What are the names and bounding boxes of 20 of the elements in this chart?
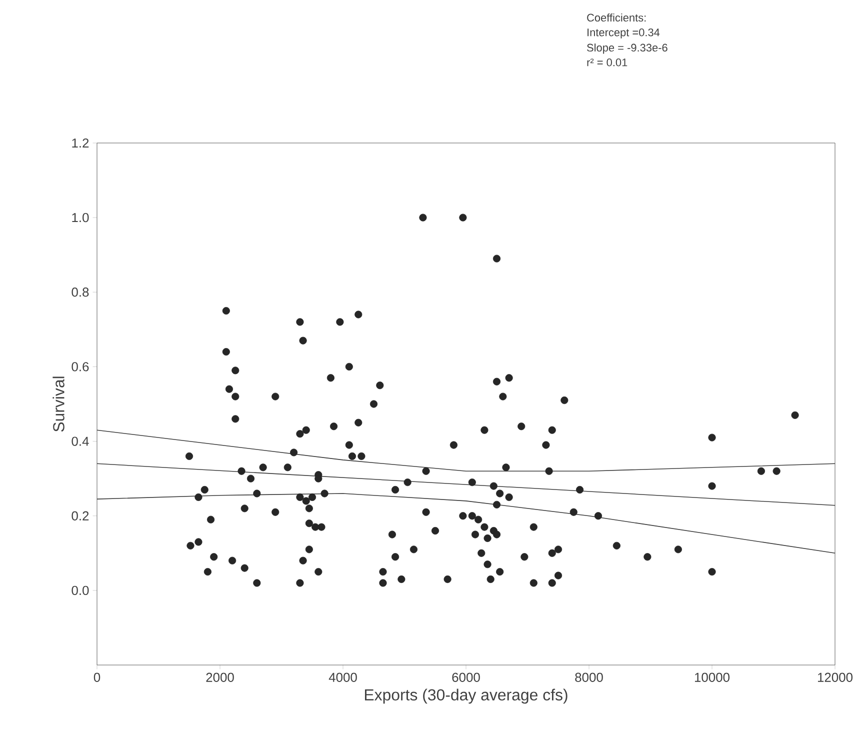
- y-tick-label: 0.0: [72, 586, 89, 596]
- x-axis-title: Exports (30-day average cfs): [364, 688, 568, 704]
- y-tick-label: 0.2: [72, 511, 89, 520]
- x-tick-label: 10000: [694, 672, 730, 682]
- text: Slope = -9.33e-6: [587, 44, 668, 54]
- y-tick-label: 1.2: [72, 138, 89, 148]
- x-tick-label: 6000: [452, 672, 480, 682]
- y-axis-title: Survival: [52, 376, 64, 432]
- y-tick-label: 0.8: [72, 288, 89, 297]
- x-tick-label: 0: [94, 672, 100, 682]
- text: Coefficients:: [587, 14, 646, 22]
- x-tick-label: 2000: [206, 672, 234, 682]
- y-tick-label: 0.6: [72, 362, 89, 372]
- x-tick-label: 8000: [575, 672, 603, 682]
- y-tick-label: 1.0: [72, 212, 89, 222]
- x-tick-label: 12000: [818, 672, 853, 682]
- text: Intercept =0.34: [588, 28, 660, 38]
- x-tick-label: 4000: [328, 672, 357, 682]
- text: r² = 0.01: [587, 58, 628, 66]
- y-tick-label: 0.4: [72, 436, 89, 446]
